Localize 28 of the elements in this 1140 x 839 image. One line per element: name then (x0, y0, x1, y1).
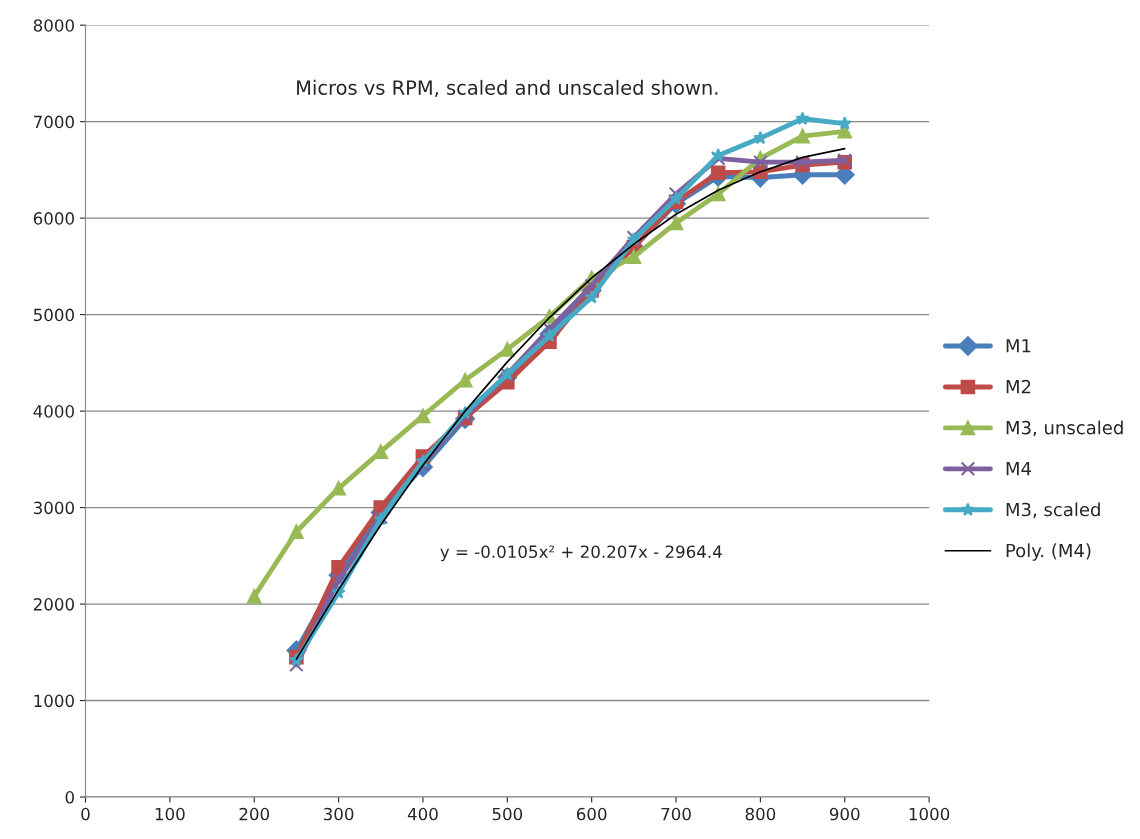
y-tick-label: 1000 (34, 694, 74, 708)
x-tick-label: 100 (155, 807, 185, 821)
x-tick-label: 1000 (909, 807, 950, 821)
y-tick-label: 0 (65, 791, 74, 804)
x-tick-label: 400 (407, 807, 438, 821)
x-tick-label: 500 (492, 807, 523, 821)
y-tick-label: 6000 (33, 212, 74, 225)
y-tick-label: 2000 (33, 598, 74, 611)
y-tick-label: 5000 (33, 308, 74, 322)
x-tick-label: 700 (661, 807, 691, 821)
legend-label: M4 (1006, 462, 1031, 476)
x-tick-label: 200 (239, 807, 270, 821)
y-tick-label: 8000 (33, 19, 74, 32)
x-tick-label: 800 (745, 807, 776, 821)
text: Micros vs RPM, scaled and unscaled shown. (297, 79, 718, 97)
y-tick-label: 7000 (34, 115, 74, 129)
y-tick-label: 4000 (33, 405, 74, 418)
y-tick-label: 3000 (33, 501, 74, 515)
legend-label: M3, scaled (1006, 502, 1100, 519)
legend-label: M2 (1006, 379, 1031, 394)
x-tick-label: 600 (576, 807, 607, 821)
x-tick-label: 900 (829, 807, 860, 821)
annotation: y = -0.0105x² + 20.207x - 2964.4 (440, 545, 722, 562)
x-tick-label: 300 (323, 807, 354, 821)
legend-label: M3, unscaled (1006, 420, 1123, 437)
x-tick-label: 0 (81, 807, 90, 821)
legend-label: Poly. (M4) (1006, 543, 1091, 561)
legend-label: M1 (1006, 339, 1031, 353)
